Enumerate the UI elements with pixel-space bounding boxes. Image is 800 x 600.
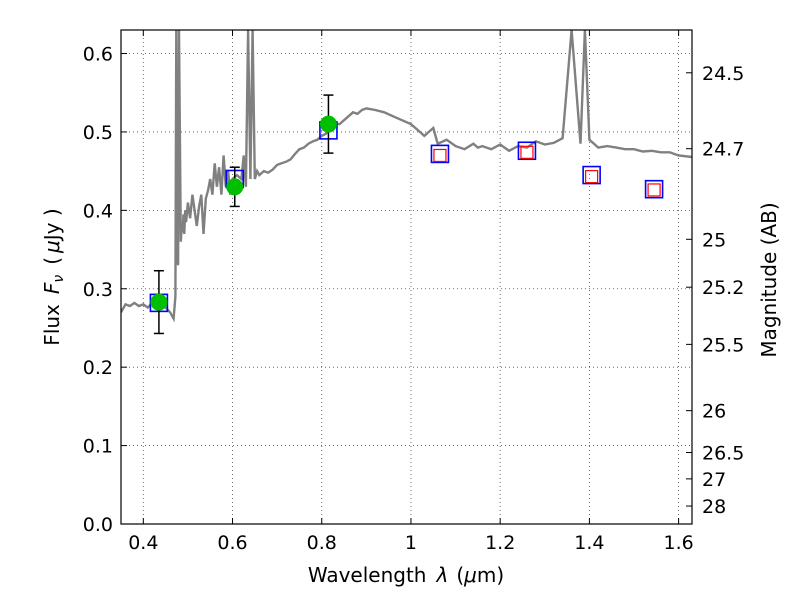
x-tick-label: 1.6 bbox=[664, 532, 694, 554]
y-tick-label: 0.1 bbox=[83, 436, 113, 458]
plot-layer bbox=[121, 30, 692, 335]
mag-tick-label: 24.7 bbox=[702, 139, 744, 161]
mag-tick-label: 25.5 bbox=[702, 334, 744, 356]
model-band-marker bbox=[517, 141, 537, 161]
mag-tick-label: 27 bbox=[702, 469, 726, 491]
mag-tick-label: 24.5 bbox=[702, 63, 744, 85]
x-axis-title: Wavelength λ (μm) bbox=[308, 563, 504, 587]
mag-tick-label: 26 bbox=[702, 401, 726, 423]
mag-tick-label: 25.2 bbox=[702, 277, 744, 299]
x-tick-label: 1 bbox=[405, 532, 417, 554]
mag-tick-label: 26.5 bbox=[702, 442, 744, 464]
x-tick-label: 1.2 bbox=[485, 532, 515, 554]
x-tick-label: 0.6 bbox=[217, 532, 247, 554]
mag-tick-label: 25 bbox=[702, 229, 726, 251]
spectrum-line bbox=[121, 30, 692, 323]
y-tick-label: 0.3 bbox=[83, 279, 113, 301]
y-tick-label: 0.6 bbox=[83, 44, 113, 66]
model-band-marker bbox=[430, 144, 450, 164]
observed-point bbox=[226, 178, 244, 196]
y-tick-label: 0.5 bbox=[83, 122, 113, 144]
y-tick-label: 0.2 bbox=[83, 357, 113, 379]
y-axis-right-title: Magnitude (AB) bbox=[757, 202, 781, 357]
predicted-band-marker bbox=[647, 183, 661, 197]
predicted-band-marker bbox=[585, 170, 599, 184]
y-axis-title: FluxFν(μJy ) bbox=[40, 208, 67, 345]
x-tick-label: 0.8 bbox=[307, 532, 337, 554]
predicted-band-marker bbox=[433, 148, 447, 163]
model-band-marker bbox=[582, 165, 601, 185]
plot-frame bbox=[120, 29, 693, 525]
x-tick-label: 1.4 bbox=[574, 532, 604, 554]
x-tick-label: 0.4 bbox=[128, 532, 158, 554]
grid-layer bbox=[121, 30, 692, 524]
mag-tick-label: 28 bbox=[702, 496, 726, 518]
observed-point bbox=[319, 115, 337, 133]
predicted-band-marker bbox=[520, 145, 534, 159]
y-tick-label: 0.4 bbox=[83, 200, 113, 222]
axis-layer: 0.4 0.6 0.8 1 1.2 1.4 1.6 0.0 0.1 0.2 0.3 0.4 0.5 0.6… bbox=[83, 30, 744, 554]
model-band-marker bbox=[644, 179, 664, 199]
observed-point bbox=[150, 293, 168, 311]
y-tick-label: 0.0 bbox=[83, 514, 113, 536]
